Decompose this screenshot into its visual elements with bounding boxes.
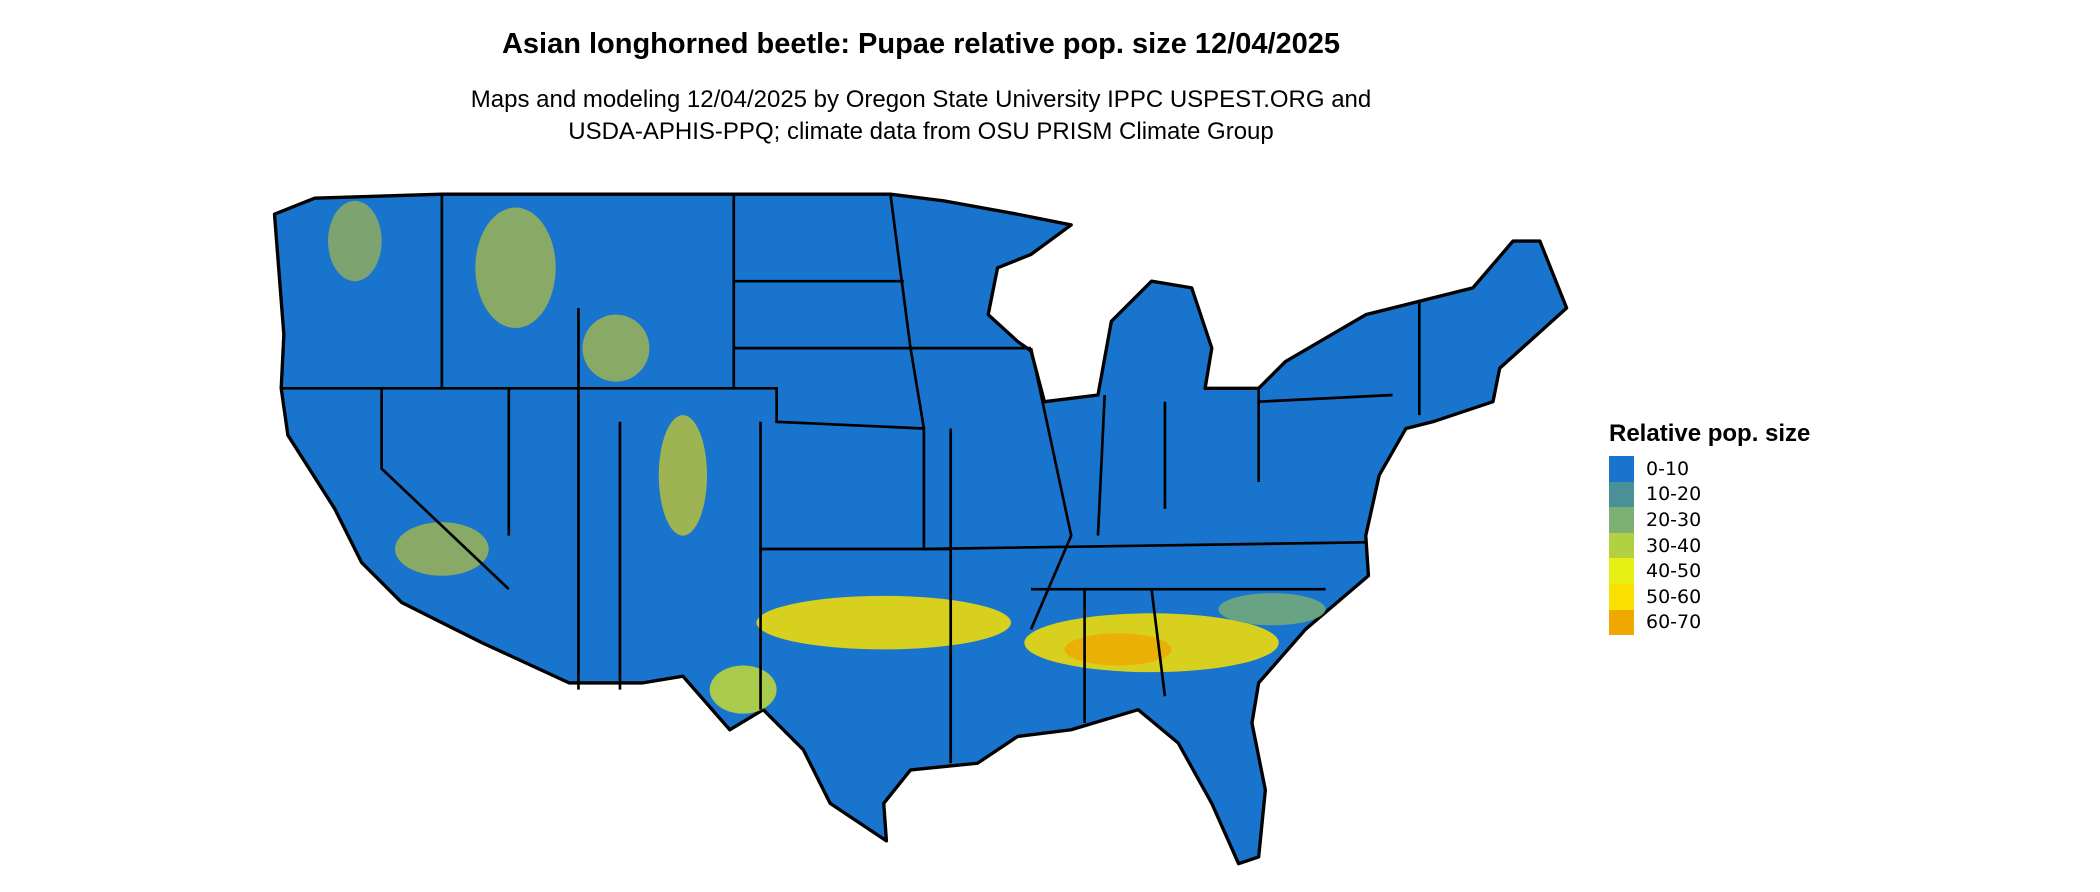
legend-swatch <box>1609 583 1634 610</box>
zone-southern-plains <box>756 595 1011 650</box>
zone-northwest <box>328 200 382 282</box>
legend-item: 0-10 <box>1609 456 1810 482</box>
zone-southeast-core <box>1064 633 1172 666</box>
subtitle-line-2: USDA-APHIS-PPQ; climate data from OSU PR… <box>568 118 1274 145</box>
legend-label: 60-70 <box>1646 611 1702 634</box>
legend-item: 40-50 <box>1609 558 1810 584</box>
legend-item: 50-60 <box>1609 583 1810 610</box>
subtitle-line-1: Maps and modeling 12/04/2025 by Oregon S… <box>470 86 1372 113</box>
state-borders <box>281 193 1421 764</box>
zone-southwest <box>395 522 489 576</box>
legend-swatch <box>1609 558 1634 584</box>
map-title: Asian longhorned beetle: Pupae relative … <box>501 28 1341 60</box>
legend-label: 30-40 <box>1646 534 1702 557</box>
legend-swatch <box>1609 481 1634 508</box>
legend-label: 0-10 <box>1646 457 1690 480</box>
high-pop-zones <box>328 200 1326 714</box>
legend: Relative pop. size 0-10 10-20 20-30 30-40 40… <box>1609 420 1811 636</box>
legend-label: 50-60 <box>1646 585 1702 608</box>
zone-idaho-montana <box>475 207 556 329</box>
zone-texas <box>709 665 777 714</box>
legend-title: Relative pop. size <box>1609 420 1811 447</box>
legend-item: 30-40 <box>1609 532 1810 559</box>
legend-swatch <box>1609 456 1634 482</box>
map-subtitle: Maps and modeling 12/04/2025 by Oregon S… <box>0 84 1842 148</box>
legend-swatch <box>1609 609 1634 636</box>
legend-item: 10-20 <box>1609 481 1810 508</box>
legend-label: 10-20 <box>1646 483 1702 506</box>
legend-label: 20-30 <box>1646 508 1702 531</box>
legend-label: 40-50 <box>1646 560 1702 583</box>
zone-wyoming <box>582 314 650 382</box>
legend-swatch <box>1609 507 1634 533</box>
legend-swatch <box>1609 532 1634 559</box>
legend-item: 20-30 <box>1609 507 1810 533</box>
legend-item: 60-70 <box>1609 609 1810 636</box>
zone-colorado <box>658 415 707 536</box>
zone-carolinas <box>1218 593 1326 626</box>
